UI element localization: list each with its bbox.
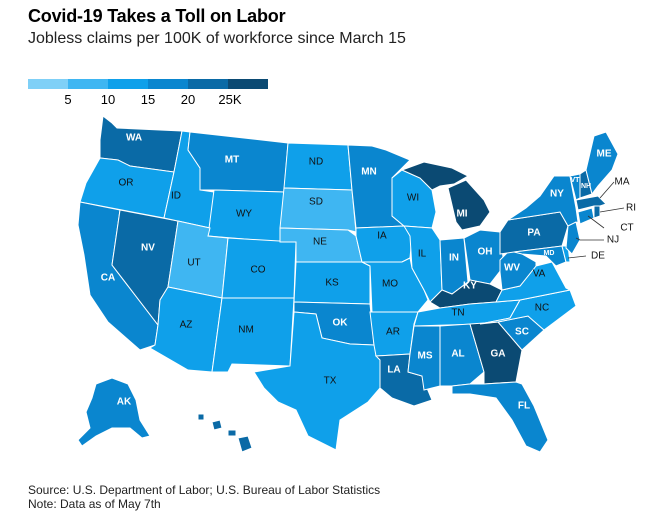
label-ks: KS: [325, 278, 339, 289]
legend-label-20: 20: [180, 92, 196, 107]
legend-label-15: 15: [140, 92, 156, 107]
label-mt: MT: [225, 155, 239, 166]
legend-swatch-2: [68, 79, 108, 89]
us-choropleth-map: WA OR CA NV ID MT WY UT AZ CO NM ND SD N…: [77, 115, 636, 453]
source-note: Source: U.S. Department of Labor; U.S. B…: [28, 483, 380, 511]
legend-label-5: 5: [64, 92, 72, 107]
label-nv: NV: [141, 243, 155, 254]
label-il: IL: [418, 249, 427, 260]
note-text: Note: Data as of May 7th: [28, 497, 161, 511]
label-ri: RI: [626, 203, 636, 214]
label-mo: MO: [382, 279, 398, 290]
state-hi[interactable]: [197, 413, 253, 453]
state-nj[interactable]: [565, 221, 581, 255]
label-la: LA: [387, 365, 400, 376]
legend-swatch-6: [228, 79, 268, 89]
label-nm: NM: [238, 325, 254, 336]
label-nc: NC: [535, 303, 549, 314]
label-in: IN: [449, 253, 459, 264]
label-nd: ND: [309, 157, 323, 168]
label-al: AL: [451, 349, 464, 360]
label-wa: WA: [126, 133, 142, 144]
label-co: CO: [251, 265, 266, 276]
legend-swatch-5: [188, 79, 228, 89]
label-ga: GA: [491, 349, 506, 360]
label-pa: PA: [527, 228, 540, 239]
label-md: MD: [544, 250, 555, 257]
label-or: OR: [119, 178, 134, 189]
label-ca: CA: [101, 273, 115, 284]
label-ne: NE: [313, 237, 327, 248]
label-wi: WI: [407, 193, 419, 204]
label-va: VA: [533, 269, 546, 280]
color-legend: 5 10 15 20 25K: [28, 79, 268, 109]
legend-swatch-1: [28, 79, 68, 89]
label-sc: SC: [515, 327, 529, 338]
label-mi: MI: [456, 209, 467, 220]
callout-line-ma: [599, 181, 615, 199]
state-me[interactable]: [585, 131, 619, 196]
label-tn: TN: [451, 308, 464, 319]
source-text: Source: U.S. Department of Labor; U.S. B…: [28, 483, 381, 497]
label-me: ME: [597, 149, 612, 160]
label-ak: AK: [117, 397, 132, 408]
state-ri[interactable]: [593, 205, 601, 219]
label-az: AZ: [180, 320, 193, 331]
label-ky: KY: [463, 281, 477, 292]
state-ak[interactable]: [77, 377, 151, 447]
label-ms: MS: [418, 351, 433, 362]
label-ar: AR: [386, 327, 400, 338]
label-oh: OH: [478, 247, 493, 258]
chart-subtitle: Jobless claims per 100K of workforce sin…: [28, 30, 406, 47]
label-ny: NY: [550, 189, 564, 200]
state-ny[interactable]: [507, 175, 579, 227]
label-ok: OK: [333, 318, 349, 329]
label-nj: NJ: [607, 235, 619, 246]
callout-line-ct: [587, 215, 605, 229]
state-tx[interactable]: [253, 311, 381, 451]
label-wv: WV: [504, 263, 520, 274]
label-vt: VT: [571, 177, 581, 184]
label-ma: MA: [615, 177, 630, 188]
callout-line-de: [567, 255, 587, 259]
label-fl: FL: [518, 401, 530, 412]
legend-label-25k: 25K: [218, 92, 242, 107]
legend-swatch-4: [148, 79, 188, 89]
label-ct: CT: [620, 223, 633, 234]
label-mn: MN: [361, 167, 377, 178]
label-id: ID: [171, 191, 181, 202]
label-ut: UT: [187, 258, 200, 269]
legend-swatch-3: [108, 79, 148, 89]
state-ks[interactable]: [293, 261, 371, 305]
label-ia: IA: [377, 231, 387, 242]
state-fl[interactable]: [451, 381, 549, 453]
label-de: DE: [591, 251, 605, 262]
state-ct[interactable]: [577, 207, 595, 225]
chart-title: Covid-19 Takes a Toll on Labor: [28, 6, 286, 26]
label-wy: WY: [236, 209, 252, 220]
state-ma[interactable]: [575, 195, 607, 211]
legend-color-bar: [28, 79, 268, 89]
state-mi[interactable]: [400, 161, 491, 231]
state-sd[interactable]: [279, 187, 357, 233]
legend-label-10: 10: [100, 92, 116, 107]
callout-line-ri: [599, 207, 625, 213]
label-tx: TX: [324, 376, 337, 387]
label-sd: SD: [309, 197, 323, 208]
callout-line-nj: [575, 237, 604, 241]
label-nh: NH: [581, 183, 591, 190]
